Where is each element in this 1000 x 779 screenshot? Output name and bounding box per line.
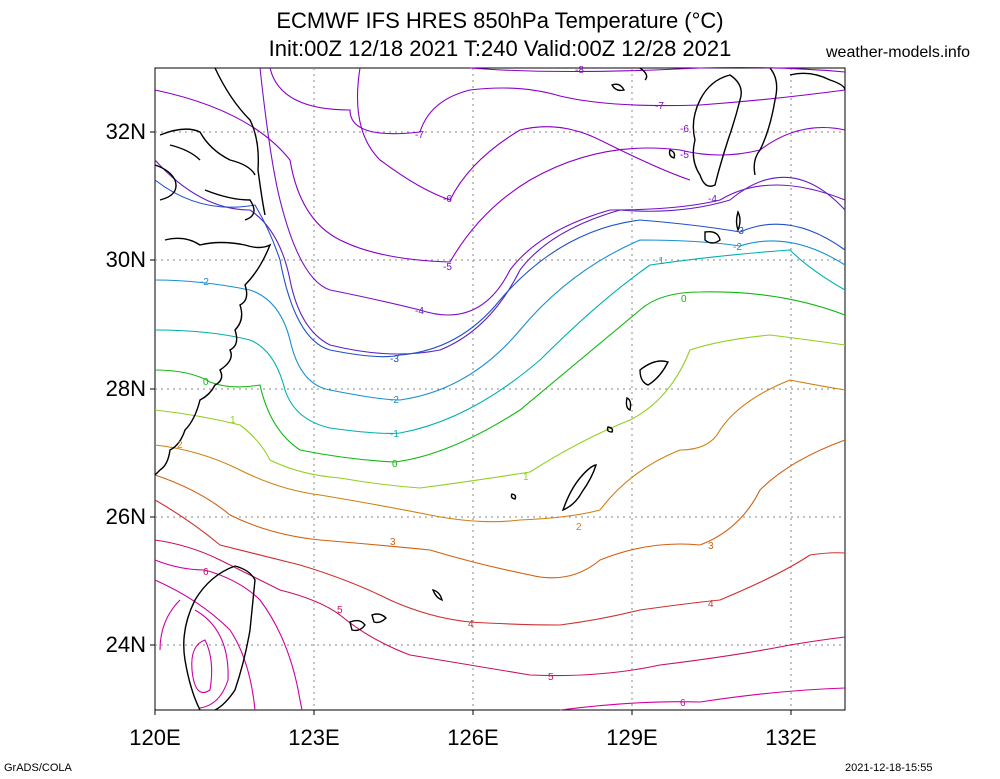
lon-label: 132E xyxy=(765,725,817,750)
yangtze-coast xyxy=(159,128,256,221)
isotherm-closed-2 xyxy=(159,599,229,709)
isotherm-minus1 xyxy=(154,249,846,434)
miyako xyxy=(431,588,443,602)
tokunoshima xyxy=(625,397,632,411)
contour-label: 4 xyxy=(708,599,714,610)
isotherms xyxy=(154,66,846,711)
amami xyxy=(639,360,669,386)
isotherm-6c xyxy=(559,687,846,711)
contour-label: -5 xyxy=(680,150,689,161)
contour-label: -1 xyxy=(655,256,664,267)
isotherm-1 xyxy=(154,334,846,489)
contour-label: -4 xyxy=(415,306,424,317)
contour-label: -2 xyxy=(390,395,399,406)
contour-label: -2 xyxy=(200,277,209,288)
okinawa-islet xyxy=(606,426,614,433)
lon-label: 120E xyxy=(129,725,181,750)
shikoku-honshu xyxy=(753,67,846,176)
contour-label: -3 xyxy=(735,226,744,237)
okinawa xyxy=(561,464,598,512)
lon-label: 123E xyxy=(288,725,340,750)
tick-marks xyxy=(150,131,792,715)
taiwan xyxy=(183,565,256,711)
contour-label: 6 xyxy=(203,567,209,578)
isotherm-minus5 xyxy=(259,67,846,316)
lat-label: 32N xyxy=(105,119,146,144)
ishigaki xyxy=(349,613,387,632)
site-credit: weather-models.info xyxy=(826,44,971,61)
lon-label: 129E xyxy=(606,725,658,750)
contour-label: 3 xyxy=(390,537,396,548)
isotherm-minus2 xyxy=(154,239,846,401)
contour-label: -7 xyxy=(415,130,424,141)
footer-credit: GrADS/COLA xyxy=(4,762,72,774)
contour-label: 2 xyxy=(177,440,183,451)
isotherm-minus6a xyxy=(154,89,846,263)
contour-label: -7 xyxy=(655,101,664,112)
goto xyxy=(610,83,676,159)
china-coast xyxy=(154,164,272,476)
isotherm-minus7a xyxy=(269,67,846,135)
kume xyxy=(510,493,517,500)
contour-label: 6 xyxy=(680,698,686,709)
isotherm-4 xyxy=(154,499,846,626)
isotherm-0 xyxy=(154,291,846,463)
contour-label: -6 xyxy=(680,124,689,135)
isotherm-5 xyxy=(154,539,846,677)
contour-label: 5 xyxy=(337,605,343,616)
lat-label: 28N xyxy=(105,376,146,401)
contour-label: -8 xyxy=(575,65,584,76)
isotherm-minus3 xyxy=(154,179,846,358)
isotherm-minus6b xyxy=(356,67,691,201)
contour-label: 5 xyxy=(548,672,554,683)
contour-label: -4 xyxy=(708,194,717,205)
contour-label: -1 xyxy=(390,429,399,440)
lat-label: 24N xyxy=(105,632,146,657)
isotherm-2 xyxy=(154,379,846,523)
contour-label: 0 xyxy=(392,459,398,470)
contour-label: -6 xyxy=(443,194,452,205)
grid xyxy=(155,68,845,710)
kyushu xyxy=(692,74,742,187)
map-title: ECMWF IFS HRES 850hPa Temperature (°C) xyxy=(276,8,724,33)
contour-label: 1 xyxy=(230,415,236,426)
jeju-cheju xyxy=(639,67,648,81)
contour-label: 0 xyxy=(681,294,687,305)
contour-label: -3 xyxy=(390,354,399,365)
coastlines xyxy=(154,67,846,711)
footer-timestamp: 2021-12-18-15:55 xyxy=(845,762,933,774)
contour-label: 3 xyxy=(708,541,714,552)
lon-label: 126E xyxy=(447,725,499,750)
contour-label: 0 xyxy=(203,377,209,388)
contour-label: 1 xyxy=(523,472,529,483)
isotherm-minus4 xyxy=(154,159,846,355)
isotherm-6a xyxy=(154,559,303,711)
contour-label-layer: -8 -7 -7 -6 -6 -5 -5 -4 -4 -3 -3 -2 -2 -… xyxy=(177,65,744,709)
map-subtitle: Init:00Z 12/18 2021 T:240 Valid:00Z 12/2… xyxy=(268,36,732,61)
isotherm-closed xyxy=(191,639,213,694)
shanghai-coast xyxy=(214,67,266,216)
contour-label: 4 xyxy=(468,619,474,630)
yakushima xyxy=(704,230,721,244)
isotherm-minus8 xyxy=(469,66,846,73)
contour-label: -2 xyxy=(733,242,742,253)
contour-label: 2 xyxy=(576,522,582,533)
lat-label: 26N xyxy=(105,504,146,529)
contour-label: -5 xyxy=(443,262,452,273)
tanegashima xyxy=(735,210,741,232)
isotherm-6b xyxy=(154,579,256,711)
isotherm-3 xyxy=(154,439,846,579)
lat-label: 30N xyxy=(105,247,146,272)
